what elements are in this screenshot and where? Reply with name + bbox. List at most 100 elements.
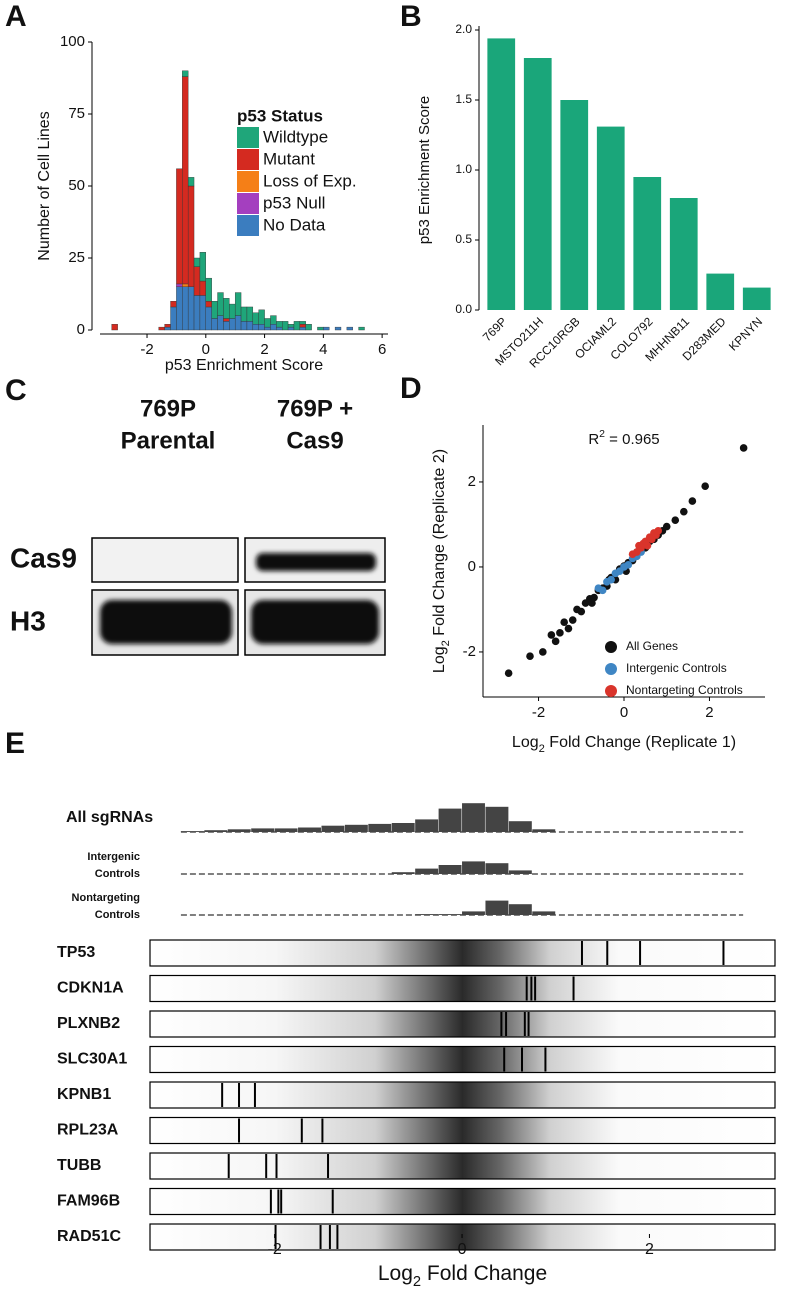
legend-label: Nontargeting Controls (626, 683, 743, 697)
band-label: Cas9 (10, 542, 77, 573)
hist-bar (229, 318, 236, 331)
row-box (149, 1116, 776, 1145)
hist-bar (187, 177, 195, 187)
hist-bar (270, 324, 277, 331)
x-tick-label: -2 (140, 341, 153, 358)
label-part: Fold Change (Replicate 1) (545, 734, 736, 751)
hist-bar (276, 326, 283, 331)
hist-bar (176, 283, 183, 288)
x-axis-label: Log2 Fold Change (378, 1262, 547, 1289)
hist-bar (299, 321, 306, 325)
legend-marker (605, 685, 617, 697)
hist-bar (358, 326, 365, 331)
track-bar (485, 900, 509, 915)
track-label: Nontargeting (72, 892, 140, 904)
point (643, 541, 652, 550)
blot-band (251, 600, 379, 644)
y-axis-label: Number of Cell Lines (36, 111, 53, 260)
track-bar (415, 868, 439, 874)
panel-letter: D (400, 372, 422, 405)
hist-bar (217, 315, 224, 331)
hist-bar (334, 326, 342, 331)
point (662, 522, 671, 531)
hist-bar (317, 326, 324, 331)
bar (560, 100, 589, 310)
row-label: TUBB (57, 1157, 101, 1174)
hist-bar (182, 283, 189, 288)
hist-bar (264, 326, 271, 331)
panel-letter: B (400, 0, 422, 33)
point (624, 561, 633, 569)
hist-bar (293, 321, 301, 331)
legend-swatch (237, 215, 259, 236)
hist-bar (223, 298, 230, 319)
hist-bar (276, 321, 283, 328)
blot-band (100, 600, 232, 644)
hist-bar (217, 292, 224, 316)
track-label: Controls (95, 868, 140, 880)
hist-bar (229, 303, 236, 319)
row-label: PLXNB2 (57, 1015, 120, 1032)
hist-bar (111, 324, 118, 331)
blot-box (91, 537, 239, 583)
track-bar (462, 861, 485, 874)
hist-bar (158, 326, 165, 331)
x-tick-label: 2 (260, 341, 268, 358)
row-label: TP53 (57, 944, 95, 961)
x-tick-label: KPNYN (726, 314, 765, 353)
label-part: Log (512, 734, 539, 751)
x-tick-label: 0 (620, 704, 628, 721)
row-box (149, 939, 776, 967)
hist-bar (176, 168, 183, 285)
y-tick-label: 100 (60, 33, 85, 50)
blot-band (256, 553, 376, 571)
hist-bar (164, 324, 171, 328)
hist-bar (234, 292, 242, 316)
x-axis-label: Log2 Fold Change (Replicate 1) (512, 734, 736, 755)
bar (706, 273, 735, 310)
panel-letter: A (5, 0, 27, 33)
track-bar (368, 823, 392, 832)
legend-swatch (237, 193, 259, 214)
hist-bar (193, 257, 201, 267)
hist-bar (252, 324, 259, 331)
row-label: RAD51C (57, 1228, 121, 1245)
y-tick-label: 0 (468, 558, 476, 575)
track-bar (415, 914, 439, 915)
annotation: R2 = 0.965 (588, 428, 659, 448)
track-bar (462, 911, 485, 915)
hist-bar (299, 324, 306, 328)
label-part: 2 (599, 428, 605, 440)
track-bar (462, 803, 485, 832)
hist-bar (205, 301, 212, 308)
hist-bar (193, 295, 201, 331)
hist-bar (299, 326, 306, 331)
bar (633, 177, 662, 310)
track-bar (485, 806, 509, 832)
label-part: Log (431, 646, 448, 673)
legend-swatch (237, 171, 259, 192)
label-part: Fold Change (Replicate 2) (431, 449, 448, 640)
bar (742, 287, 771, 310)
point (654, 527, 662, 535)
point (568, 616, 577, 624)
legend-label: All Genes (626, 639, 678, 653)
y-axis-label: Log2 Fold Change (Replicate 2) (431, 449, 452, 673)
row-box (149, 1081, 776, 1109)
legend-marker (605, 663, 617, 675)
hist-bar (205, 277, 212, 302)
row-label: CDKN1A (57, 980, 124, 997)
track-bar (180, 831, 204, 832)
track-bar (508, 870, 532, 874)
label-part: = 0.965 (605, 431, 660, 448)
track-bar (438, 865, 462, 874)
point (564, 624, 573, 633)
label-part: 2 (413, 1274, 421, 1289)
row-box (149, 1010, 776, 1038)
hist-bar (287, 326, 295, 331)
legend-label: Mutant (263, 149, 315, 168)
x-tick-label: -2 (532, 704, 545, 721)
bar (596, 126, 625, 310)
track-bar (415, 819, 439, 832)
